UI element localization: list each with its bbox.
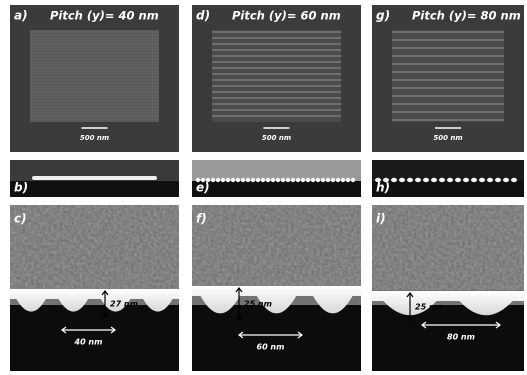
page: a) Pitch (y)= 40 nm 500 nm b) c) 27 nm 40 nm d)… [0,0,527,371]
nanowire [246,178,250,182]
pitch-label: 40 nm [74,338,103,347]
pitch-label: 60 nm [257,343,285,352]
scale-bar-label: 500 nm [80,134,109,142]
nanowire [226,178,230,182]
nanowire [296,178,300,182]
noise [372,205,524,290]
nanowire [251,178,255,182]
nanowire [423,178,429,182]
nanowire [311,178,315,182]
nanowire [301,178,305,182]
nanowire [236,178,240,182]
substrate [372,181,524,197]
grating [392,30,504,122]
thickness-label: 25 nm [415,303,443,312]
nanowire [211,178,215,182]
panel-title: Pitch (y)= 60 nm [232,9,341,23]
nanowire [471,178,477,182]
nanowire [271,178,275,182]
nanowire [336,178,340,182]
nanowire [455,178,461,182]
panel-label: e) [196,181,210,195]
nanowire [351,178,355,182]
nanowire [495,178,501,182]
nanowire [331,178,335,182]
noise [192,205,361,290]
nanowire [261,178,265,182]
nanowire [326,178,330,182]
noise [10,205,179,290]
panel-label: c) [14,212,27,226]
nanowire [256,178,260,182]
panel-label: d) [196,9,210,23]
nanowire [276,178,280,182]
nanowire [231,178,235,182]
thickness-label: 27 nm [110,300,138,309]
nanowire [439,178,445,182]
substrate [10,181,179,197]
metal-film [192,286,361,313]
figure: a) Pitch (y)= 40 nm 500 nm b) c) 27 nm 40 nm d)… [0,0,527,371]
nanowire [306,178,310,182]
panel-label: g) [376,9,390,23]
nanowire [221,178,225,182]
nanowire [316,178,320,182]
substrate [192,305,361,371]
nanowire [321,178,325,182]
nanowire [511,178,517,182]
nanowire [216,178,220,182]
nanowire [391,178,397,182]
panel-label: b) [14,181,28,195]
nanowire [479,178,485,182]
scale-bar-label: 500 nm [433,134,462,142]
film [32,176,157,180]
pitch-label: 80 nm [447,333,475,342]
substrate [192,181,361,197]
nanowire [346,178,350,182]
panel-title: Pitch (y)= 80 nm [412,9,521,23]
nanowire [487,178,493,182]
nanowire [463,178,469,182]
nanowire [503,178,509,182]
nanowire [431,178,437,182]
nanowire [281,178,285,182]
panel-title: Pitch (y)= 40 nm [50,9,159,23]
panel-label: i) [376,212,386,226]
nanowire [341,178,345,182]
panel-label: h) [376,181,390,195]
scale-bar-label: 500 nm [262,134,291,142]
nanowire [286,178,290,182]
nanowire [399,178,405,182]
panel-label: a) [14,9,28,23]
nanowire [407,178,413,182]
nanowire [447,178,453,182]
nanowire [241,178,245,182]
nanowire [266,178,270,182]
panel-label: f) [196,212,207,226]
thickness-label: 25 nm [244,300,272,309]
nanowire [291,178,295,182]
nanowire [415,178,421,182]
